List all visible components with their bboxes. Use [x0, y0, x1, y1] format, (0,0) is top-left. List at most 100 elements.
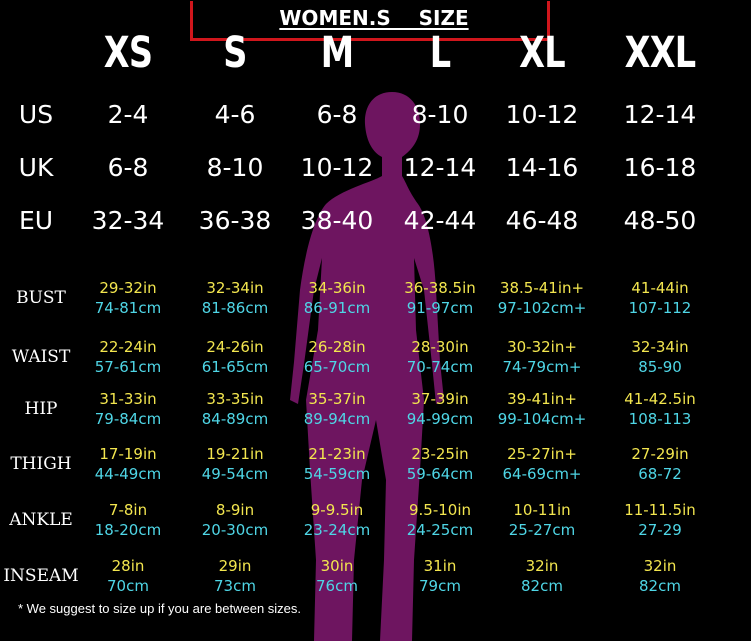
inch-value: 25-27in+ — [507, 445, 577, 463]
cm-value: 91-97cm — [406, 299, 474, 317]
cm-value: 74-79cm+ — [502, 358, 582, 376]
measurement-cell: 31in 79cm — [380, 556, 500, 596]
cm-value: 68-72 — [638, 465, 682, 483]
measurement-cell: 9-9.5in 23-24cm — [277, 500, 397, 540]
measurement-cell: 29-32in 74-81cm — [68, 278, 188, 318]
measurement-cell: 37-39in 94-99cm — [380, 389, 500, 429]
inch-value: 34-36in — [308, 279, 366, 297]
size-conversion-value: 36-38 — [198, 206, 272, 235]
inch-value: 27-29in — [631, 445, 689, 463]
region-label: EU — [18, 206, 54, 235]
inch-value: 22-24in — [99, 338, 157, 356]
size-heading: XS — [103, 28, 153, 78]
inch-value: 30-32in+ — [507, 338, 577, 356]
inch-value: 37-39in — [411, 390, 469, 408]
cm-value: 61-65cm — [201, 358, 269, 376]
size-conversion-value: 38-40 — [300, 206, 374, 235]
size-conversion-value: 2-4 — [107, 100, 149, 129]
cm-value: 70cm — [107, 577, 149, 595]
measurement-cell: 19-21in 49-54cm — [175, 444, 295, 484]
size-heading: M — [320, 28, 354, 78]
inch-value: 35-37in — [308, 390, 366, 408]
measurement-cell: 32-34in 85-90 — [600, 337, 720, 377]
inch-value: 29in — [218, 557, 252, 575]
inch-value: 29-32in — [99, 279, 157, 297]
cm-value: 74-81cm — [94, 299, 162, 317]
cm-value: 24-25cm — [406, 521, 474, 539]
size-conversion-value: 10-12 — [505, 100, 579, 129]
inch-value: 32-34in — [631, 338, 689, 356]
measurement-cell: 28-30in 70-74cm — [380, 337, 500, 377]
size-conversion-value: 6-8 — [316, 100, 358, 129]
chart-title: WOMEN.S SIZE — [279, 6, 469, 30]
inch-value: 28in — [111, 557, 145, 575]
size-conversion-value: 16-18 — [623, 153, 697, 182]
size-conversion-value: 12-14 — [623, 100, 697, 129]
measurement-cell: 32-34in 81-86cm — [175, 278, 295, 318]
size-conversion-value: 14-16 — [505, 153, 579, 182]
cm-value: 108-113 — [628, 410, 692, 428]
cm-value: 85-90 — [638, 358, 682, 376]
measurement-label: INSEAM — [3, 566, 79, 586]
inch-value: 19-21in — [206, 445, 264, 463]
cm-value: 20-30cm — [201, 521, 269, 539]
inch-value: 31-33in — [99, 390, 157, 408]
measurement-label: BUST — [16, 288, 66, 308]
size-conversion-value: 12-14 — [403, 153, 477, 182]
size-heading: XL — [519, 28, 565, 78]
cm-value: 64-69cm+ — [502, 465, 582, 483]
inch-value: 21-23in — [308, 445, 366, 463]
cm-value: 107-112 — [628, 299, 692, 317]
measurement-cell: 33-35in 84-89cm — [175, 389, 295, 429]
inch-value: 7-8in — [108, 501, 148, 519]
cm-value: 84-89cm — [201, 410, 269, 428]
size-heading: XXL — [624, 28, 697, 78]
cm-value: 86-91cm — [303, 299, 371, 317]
measurement-cell: 36-38.5in 91-97cm — [380, 278, 500, 318]
size-conversion-value: 42-44 — [403, 206, 477, 235]
size-conversion-value: 46-48 — [505, 206, 579, 235]
measurement-cell: 22-24in 57-61cm — [68, 337, 188, 377]
measurement-cell: 30in 76cm — [277, 556, 397, 596]
cm-value: 44-49cm — [94, 465, 162, 483]
cm-value: 97-102cm+ — [497, 299, 587, 317]
measurement-cell: 26-28in 65-70cm — [277, 337, 397, 377]
measurement-cell: 21-23in 54-59cm — [277, 444, 397, 484]
cm-value: 99-104cm+ — [497, 410, 587, 428]
cm-value: 59-64cm — [406, 465, 474, 483]
title-box — [190, 1, 550, 41]
inch-value: 28-30in — [411, 338, 469, 356]
cm-value: 76cm — [316, 577, 358, 595]
measurement-cell: 27-29in 68-72 — [600, 444, 720, 484]
size-conversion-value: 8-10 — [411, 100, 469, 129]
cm-value: 23-24cm — [303, 521, 371, 539]
measurement-cell: 10-11in 25-27cm — [482, 500, 602, 540]
cm-value: 57-61cm — [94, 358, 162, 376]
inch-value: 32in — [643, 557, 677, 575]
inch-value: 41-42.5in — [624, 390, 696, 408]
cm-value: 73cm — [214, 577, 256, 595]
cm-value: 79-84cm — [94, 410, 162, 428]
measurement-cell: 23-25in 59-64cm — [380, 444, 500, 484]
cm-value: 49-54cm — [201, 465, 269, 483]
inch-value: 23-25in — [411, 445, 469, 463]
measurement-cell: 35-37in 89-94cm — [277, 389, 397, 429]
footnote: * We suggest to size up if you are betwe… — [18, 601, 302, 616]
measurement-cell: 28in 70cm — [68, 556, 188, 596]
measurement-cell: 11-11.5in 27-29 — [600, 500, 720, 540]
size-conversion-value: 4-6 — [214, 100, 256, 129]
measurement-cell: 32in 82cm — [600, 556, 720, 596]
inch-value: 30in — [320, 557, 354, 575]
measurement-cell: 8-9in 20-30cm — [175, 500, 295, 540]
measurement-cell: 9.5-10in 24-25cm — [380, 500, 500, 540]
inch-value: 36-38.5in — [404, 279, 476, 297]
measurement-cell: 34-36in 86-91cm — [277, 278, 397, 318]
measurement-label: THIGH — [10, 454, 72, 474]
inch-value: 9-9.5in — [310, 501, 364, 519]
inch-value: 38.5-41in+ — [499, 279, 585, 297]
measurement-label: HIP — [24, 399, 58, 419]
inch-value: 9.5-10in — [408, 501, 472, 519]
measurement-cell: 30-32in+ 74-79cm+ — [482, 337, 602, 377]
